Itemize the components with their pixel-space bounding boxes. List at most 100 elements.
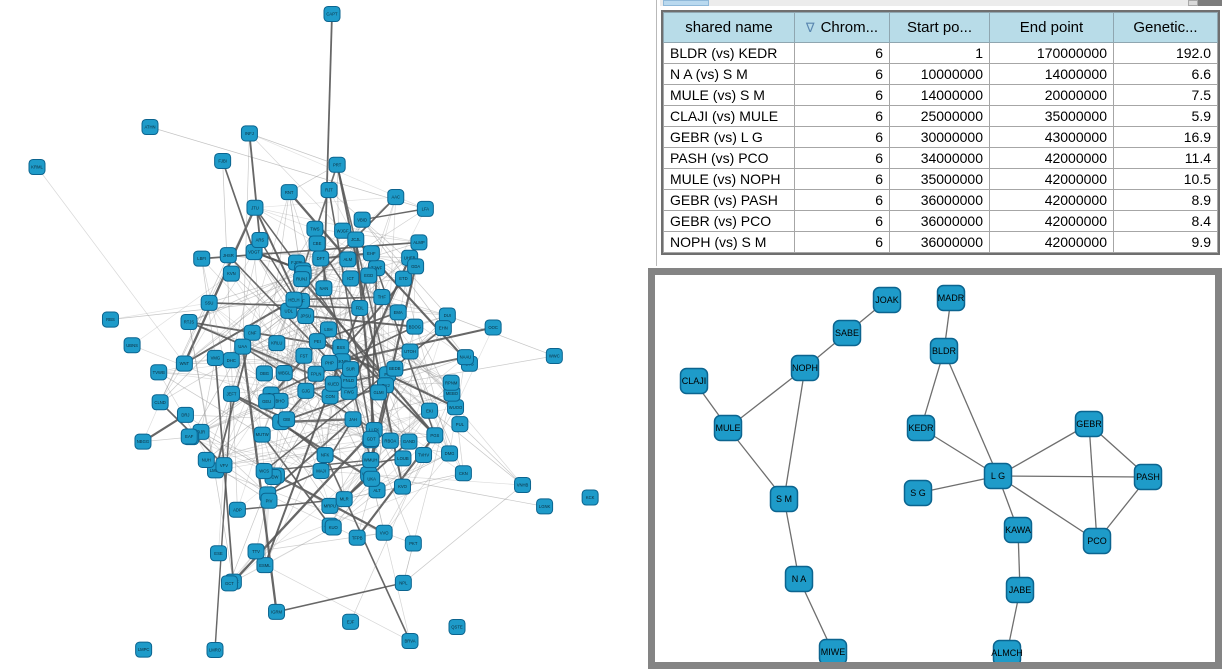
network-node[interactable]: IGRM xyxy=(268,603,286,620)
table-cell[interactable]: 6 xyxy=(794,168,890,190)
network-node[interactable]: CLAJI xyxy=(679,367,709,395)
table-cell[interactable]: 6 xyxy=(794,126,890,148)
network-node[interactable]: BLDR xyxy=(929,337,959,365)
network-node[interactable]: L G xyxy=(983,462,1013,490)
horizontal-scrollbar-button[interactable] xyxy=(1188,0,1198,6)
table-cell[interactable]: 6 xyxy=(794,210,890,232)
network-node[interactable]: LGNK xyxy=(536,498,554,515)
table-cell[interactable]: 170000000 xyxy=(989,42,1114,64)
network-node[interactable]: RBS xyxy=(101,311,119,328)
table-cell[interactable]: 14000000 xyxy=(889,84,990,106)
table-row[interactable]: GEBR (vs) L G 6 30000000 43000000 16.9 xyxy=(663,126,1218,148)
network-node[interactable]: JCJL xyxy=(347,231,365,248)
network-node[interactable]: VBID xyxy=(353,211,371,228)
network-node[interactable]: KVN xyxy=(222,265,240,282)
table-cell[interactable]: 11.4 xyxy=(1113,147,1218,169)
table-cell[interactable]: 43000000 xyxy=(989,126,1114,148)
table-cell[interactable]: 10.5 xyxy=(1113,168,1218,190)
network-node[interactable]: JABE xyxy=(1005,576,1035,604)
column-header-chrom-[interactable]: ∇ Chrom... xyxy=(794,12,890,43)
column-header-genetic-[interactable]: Genetic... xyxy=(1113,12,1218,43)
network-node[interactable]: N A xyxy=(784,565,814,593)
network-node[interactable]: ALM xyxy=(339,251,357,268)
network-node[interactable]: DFT xyxy=(312,250,330,267)
network-node[interactable]: ARS xyxy=(251,232,269,249)
network-node[interactable]: LMPC xyxy=(135,641,153,658)
network-node[interactable]: SUR xyxy=(342,361,360,378)
network-node[interactable]: EGD xyxy=(360,267,378,284)
network-node[interactable]: GCT xyxy=(220,575,238,592)
network-node[interactable]: GEBR xyxy=(1074,410,1104,438)
table-cell[interactable]: 42000000 xyxy=(989,168,1114,190)
network-node[interactable]: PUL xyxy=(451,416,469,433)
network-node[interactable]: MRPU xyxy=(321,497,339,514)
table-cell[interactable]: 14000000 xyxy=(989,63,1114,85)
network-edge[interactable] xyxy=(997,475,1098,542)
network-node[interactable]: PIV xyxy=(260,492,278,509)
network-node[interactable]: KUED xyxy=(324,375,342,392)
column-header-shared-name[interactable]: shared name xyxy=(663,12,795,43)
network-node[interactable]: GDA xyxy=(407,258,425,275)
network-node[interactable]: KRML xyxy=(28,158,46,176)
table-cell[interactable]: 10000000 xyxy=(889,63,990,85)
network-node[interactable]: PEI xyxy=(308,333,326,350)
horizontal-scrollbar-thumb[interactable] xyxy=(663,0,709,6)
network-node[interactable]: VMG xyxy=(206,349,224,366)
network-node[interactable]: DRJ xyxy=(176,406,194,423)
table-cell[interactable]: 8.9 xyxy=(1113,189,1218,211)
table-cell[interactable]: 42000000 xyxy=(989,210,1114,232)
table-cell[interactable]: 36000000 xyxy=(889,189,990,211)
horizontal-scrollbar-track[interactable] xyxy=(660,0,1188,6)
network-node[interactable]: JEFT xyxy=(222,385,240,402)
network-node[interactable]: BEDB xyxy=(386,360,404,377)
network-node[interactable]: TTV xyxy=(247,543,265,560)
column-header-end-point[interactable]: End point xyxy=(989,12,1114,43)
network-node[interactable]: INFJ xyxy=(240,125,258,142)
table-cell[interactable]: 20000000 xyxy=(989,84,1114,106)
network-node[interactable]: MLR xyxy=(335,491,353,508)
network-node[interactable]: MUTW xyxy=(253,426,271,443)
network-node[interactable]: MAJI xyxy=(312,462,330,480)
table-cell[interactable]: 42000000 xyxy=(989,147,1114,169)
network-node[interactable]: VFV xyxy=(215,457,233,474)
network-node[interactable]: BRVA xyxy=(401,632,419,650)
network-node[interactable]: ESE xyxy=(209,545,227,562)
overview-network-canvas[interactable]: CAPT KRML ATHN LMRO BRVA QSTE TJWF DHC EJF SSU LFA… xyxy=(0,0,650,669)
network-node[interactable]: ALMCH xyxy=(991,639,1023,663)
network-node[interactable]: RJT xyxy=(320,182,338,199)
table-row[interactable]: NOPH (vs) S M 6 36000000 42000000 9.9 xyxy=(663,231,1218,253)
network-node[interactable]: ATHN xyxy=(141,118,159,136)
network-node[interactable]: KVO xyxy=(393,478,411,495)
network-node[interactable]: DMG xyxy=(441,445,459,462)
network-node[interactable]: GJG xyxy=(297,382,315,399)
network-node[interactable]: UBNS xyxy=(123,337,141,354)
table-row[interactable]: BLDR (vs) KEDR 6 1 170000000 192.0 xyxy=(663,42,1218,64)
table-cell[interactable]: 35000000 xyxy=(989,105,1114,127)
network-node[interactable]: JAH xyxy=(344,411,362,428)
network-node[interactable]: BSS xyxy=(332,339,350,356)
network-node[interactable]: LSH xyxy=(319,321,337,338)
table-row[interactable]: N A (vs) S M 6 10000000 14000000 6.6 xyxy=(663,63,1218,85)
table-row[interactable]: MULE (vs) S M 6 14000000 20000000 7.5 xyxy=(663,84,1218,106)
network-edge[interactable] xyxy=(783,367,806,500)
network-node[interactable]: JPSU xyxy=(297,308,315,325)
network-node[interactable]: LMRO xyxy=(206,641,224,659)
table-cell[interactable]: 6 xyxy=(794,84,890,106)
network-node[interactable]: OOC xyxy=(484,319,502,336)
network-node[interactable]: UTOH xyxy=(401,343,419,360)
table-cell[interactable]: 6 xyxy=(794,63,890,85)
network-node[interactable]: CBE xyxy=(308,235,326,252)
network-node[interactable]: ALMP xyxy=(410,234,428,251)
network-node[interactable]: AAC xyxy=(387,189,405,206)
table-cell[interactable]: 36000000 xyxy=(889,210,990,232)
network-node[interactable]: TFPB xyxy=(348,529,366,546)
network-node[interactable]: RPNM xyxy=(442,374,460,391)
table-cell[interactable]: 6 xyxy=(794,189,890,211)
table-cell[interactable]: 6 xyxy=(794,147,890,169)
network-node[interactable]: GDT xyxy=(362,430,380,447)
selected-network-canvas[interactable]: JOAK SABE NOPH CLAJI MULE MADR BLDR KEDR GEBR L G… xyxy=(655,275,1215,662)
network-node[interactable]: JOAK xyxy=(872,286,902,314)
network-node[interactable]: VVO xyxy=(375,524,393,541)
network-node[interactable]: WWC xyxy=(545,347,563,364)
network-node[interactable]: RUNJ xyxy=(293,271,311,288)
